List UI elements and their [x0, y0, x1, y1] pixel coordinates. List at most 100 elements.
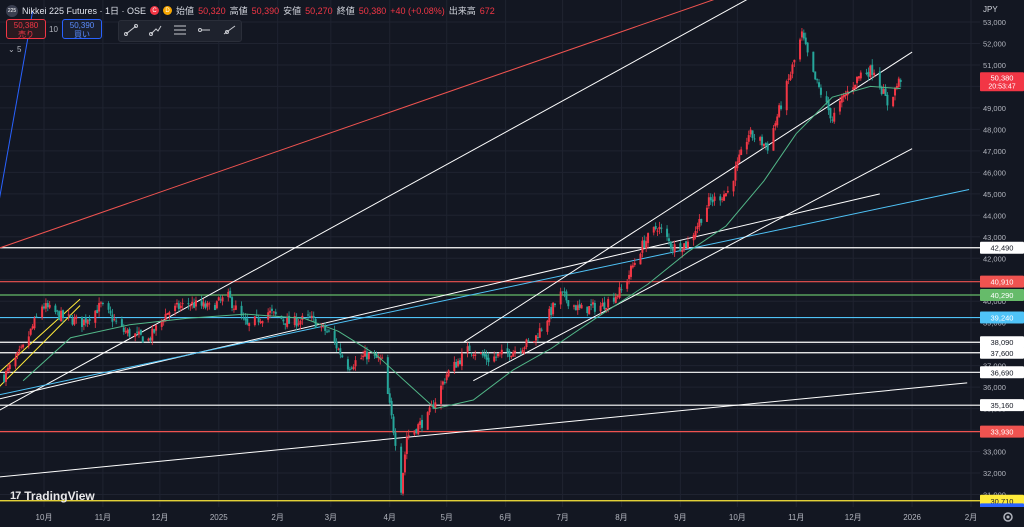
price-level-label: 42,490 [991, 244, 1014, 253]
candle-body [713, 196, 716, 201]
candle-body [523, 347, 526, 350]
price-axis[interactable]: 31,00032,00033,00034,00035,00036,00037,0… [980, 0, 1024, 507]
candle-body [498, 352, 501, 354]
candle-body [527, 340, 530, 342]
candle-body [457, 360, 460, 367]
candle-body [136, 331, 139, 333]
c-badge-icon: C [150, 6, 160, 15]
candle-body [128, 328, 131, 337]
candle-body [656, 230, 659, 232]
price-tick-label: 46,000 [983, 168, 1006, 177]
time-axis[interactable]: 10月 11月 12月 2025 2月 3月 4月 5月 6月 7月 8月 9月 10月 11月 12月 20… [0, 507, 1024, 527]
price-level-label: 38,090 [991, 338, 1014, 347]
candle-body [605, 307, 608, 311]
time-tick-label: 10月 [36, 513, 53, 522]
price-tick-label: 33,000 [983, 448, 1006, 457]
candle-body [618, 287, 621, 298]
price-level-label: 39,240 [991, 314, 1014, 323]
pencil-icon[interactable] [147, 24, 165, 38]
change-value: +40 (+0.08%) [390, 5, 445, 16]
candle-body [586, 306, 589, 314]
candle-body [403, 454, 406, 473]
trend-line-icon[interactable] [122, 24, 140, 38]
candle-body [101, 302, 104, 304]
candle-body [141, 336, 144, 343]
candle-body [882, 89, 885, 94]
fib-icon[interactable] [171, 24, 189, 38]
symbol-title[interactable]: Nikkei 225 Futures · 1日 · OSE [22, 6, 147, 16]
candle-body [166, 312, 169, 315]
candle-body [612, 297, 615, 302]
candle-body [234, 305, 237, 310]
candle-body [339, 348, 342, 355]
time-tick-label: 8月 [615, 513, 627, 522]
candle-body [58, 311, 61, 320]
candle-body [707, 197, 710, 207]
candle-body [772, 128, 775, 151]
candle-body [16, 352, 19, 357]
indicator-toggle[interactable]: ⌄ 5 [8, 45, 21, 54]
settings-gear-icon[interactable] [1003, 512, 1013, 522]
candle-body [468, 345, 471, 351]
candle-body [160, 320, 163, 327]
candle-body [466, 346, 469, 353]
candle-body [244, 317, 247, 321]
close-label: 終値 [336, 6, 355, 16]
candle-body [179, 305, 182, 309]
candle-body [895, 85, 898, 89]
candle-body [113, 319, 116, 321]
candle-body [99, 302, 102, 304]
time-tick-label: 3月 [325, 513, 337, 522]
candle-body [791, 64, 794, 74]
horizontal-lines [0, 247, 980, 502]
candle-body [307, 314, 310, 316]
current-price-label: 50,380 20:53:47 [980, 72, 1024, 92]
candle-body [485, 354, 488, 360]
candle-body [61, 310, 64, 318]
sell-button[interactable]: 50,380 売り [6, 19, 46, 39]
candle-body [440, 385, 443, 404]
price-tick-label: 43,000 [983, 233, 1006, 242]
candle-body [27, 336, 30, 346]
candle-body [221, 297, 224, 302]
candle-body [86, 320, 89, 324]
horizontal-ray-icon[interactable] [195, 24, 213, 38]
buy-button[interactable]: 50,390 買い [62, 19, 102, 39]
candle-body [122, 327, 125, 332]
candle-body [324, 325, 327, 331]
candle-body [654, 225, 657, 230]
candle-body [22, 344, 25, 348]
candle-body [819, 87, 822, 95]
ray-icon[interactable] [220, 24, 238, 38]
candle-body [778, 105, 781, 117]
current-price: 50,380 [991, 73, 1014, 82]
candle-body [46, 303, 49, 308]
candle-body [686, 241, 689, 248]
candle-body [191, 301, 194, 305]
candle-body [552, 302, 555, 315]
candle-body [745, 141, 748, 150]
candle-body [639, 253, 642, 265]
price-level-label: 40,910 [991, 278, 1014, 287]
candle-body [293, 316, 296, 326]
candle-body [859, 72, 862, 79]
candle-body [407, 435, 410, 437]
candle-body [428, 407, 431, 413]
time-tick-label: 11月 [95, 513, 111, 522]
candle-body [120, 319, 123, 327]
candlesticks [3, 28, 902, 496]
candle-body [787, 78, 790, 80]
candle-body [333, 330, 336, 342]
candle-body [753, 138, 756, 140]
candle-body [274, 311, 277, 315]
chart-plot-area[interactable] [0, 0, 980, 507]
candle-body [288, 315, 291, 324]
currency-label[interactable]: JPY [983, 5, 998, 14]
candle-body [565, 291, 568, 301]
trend-line [0, 305, 81, 387]
candle-body [546, 320, 549, 332]
candle-body [838, 101, 841, 112]
candle-body [227, 291, 230, 298]
candle-body [402, 472, 405, 494]
candle-body [497, 353, 500, 357]
